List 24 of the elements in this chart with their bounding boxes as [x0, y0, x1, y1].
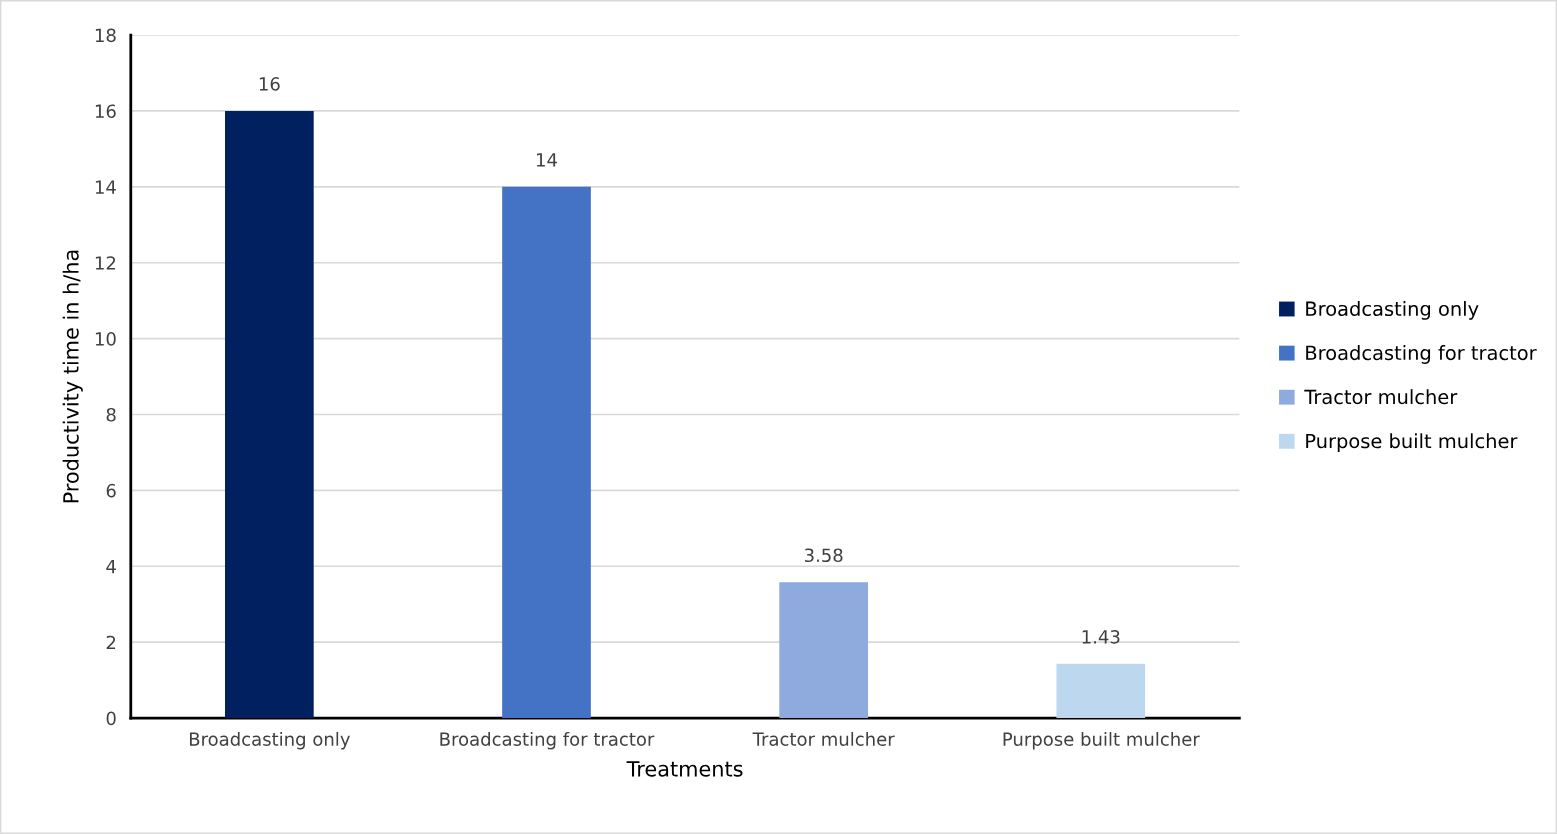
- legend-label: Broadcasting for tractor: [1306, 345, 1537, 364]
- data-label: 16: [259, 77, 280, 91]
- legend-label: Purpose built mulcher: [1306, 433, 1518, 453]
- data-label: 3.58: [804, 548, 843, 563]
- legend-label: Tractor mulcher: [1304, 389, 1458, 405]
- y-tick-label: 12: [95, 256, 116, 270]
- data-label: 14: [537, 153, 557, 167]
- y-tick-label: 14: [95, 180, 116, 194]
- y-tick-label: 16: [95, 104, 116, 119]
- y-tick-label: 18: [95, 28, 116, 43]
- x-axis-title: Treatments: [626, 761, 743, 777]
- y-tick-label: 6: [106, 483, 116, 498]
- x-tick-label: Purpose built mulcher: [1003, 731, 1200, 750]
- y-tick-label: 8: [106, 407, 116, 422]
- y-tick-label: 10: [95, 332, 116, 346]
- y-axis-title: Productivity time in h/ha: [62, 250, 83, 503]
- data-label: 1.43: [1082, 629, 1120, 644]
- legend-label: Broadcasting only: [1306, 301, 1479, 320]
- y-tick-label: 0: [106, 711, 116, 726]
- y-tick-label: 2: [106, 635, 116, 650]
- x-tick-label: Broadcasting for tractor: [440, 731, 655, 750]
- y-tick-label: 4: [106, 559, 116, 574]
- x-tick-label: Broadcasting only: [189, 731, 350, 750]
- x-tick-label: Tractor mulcher: [752, 731, 895, 746]
